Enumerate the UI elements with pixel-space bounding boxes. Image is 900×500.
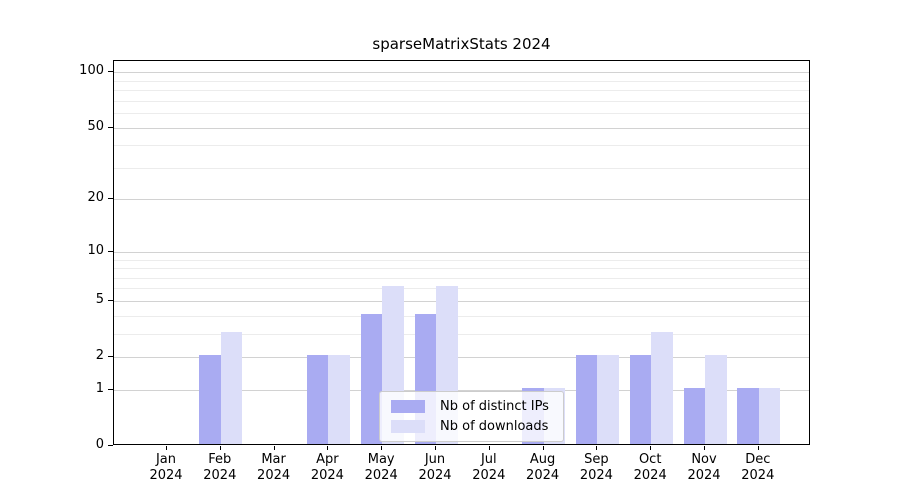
minor-gridline-40 [114, 145, 809, 147]
bar-nb-of-downloads-sep [597, 355, 619, 444]
y-tick-label-2: 2 [95, 348, 104, 363]
y-tick-mark-20 [108, 198, 113, 200]
y-tick-mark-2 [108, 356, 113, 357]
legend-swatch-downloads [391, 420, 425, 433]
plot-area: Nb of distinct IPs Nb of downloads [113, 60, 810, 445]
y-tick-label-50: 50 [87, 118, 104, 134]
x-tick-mark-feb [219, 446, 221, 450]
x-tick-label-oct: Oct 2024 [633, 452, 667, 483]
y-tick-label-20: 20 [87, 190, 104, 206]
x-tick-label-mar: Mar 2024 [257, 452, 291, 483]
x-tick-mark-dec [757, 446, 759, 450]
minor-gridline-4 [114, 315, 809, 317]
major-gridline-10 [114, 251, 809, 253]
y-tick-mark-50 [108, 126, 113, 128]
minor-gridline-90 [114, 80, 809, 82]
major-gridline-5 [114, 300, 809, 302]
y-tick-label-5: 5 [95, 291, 104, 307]
minor-gridline-60 [114, 113, 809, 115]
legend-item-distinct-ips: Nb of distinct IPs [391, 399, 549, 414]
bar-nb-of-distinct-ips-apr [306, 355, 329, 444]
bar-nb-of-distinct-ips-oct [629, 355, 652, 444]
y-tick-label-1: 1 [95, 380, 104, 396]
x-tick-mark-oct [650, 446, 652, 450]
minor-gridline-30 [114, 167, 809, 169]
x-tick-mark-jan [166, 446, 167, 450]
y-tick-mark-5 [108, 299, 113, 301]
x-tick-mark-jul [488, 446, 490, 450]
y-tick-mark-0 [108, 445, 113, 446]
x-tick-mark-mar [273, 446, 275, 450]
bar-nb-of-downloads-dec [758, 387, 781, 444]
x-tick-label-may: May 2024 [364, 452, 398, 483]
major-gridline-50 [114, 127, 809, 129]
minor-gridline-6 [114, 288, 809, 290]
bar-nb-of-distinct-ips-sep [575, 355, 598, 444]
minor-gridline-80 [114, 90, 809, 92]
x-tick-mark-jun [435, 446, 436, 450]
bar-nb-of-distinct-ips-nov [683, 387, 705, 444]
bar-nb-of-distinct-ips-dec [737, 387, 759, 444]
major-gridline-100 [114, 72, 809, 74]
y-tick-label-100: 100 [79, 63, 104, 79]
x-tick-label-jun: Jun 2024 [418, 452, 452, 483]
y-tick-label-10: 10 [87, 242, 104, 258]
major-gridline-1 [114, 389, 809, 391]
legend-item-downloads: Nb of downloads [391, 419, 549, 434]
bar-nb-of-downloads-oct [651, 331, 673, 444]
minor-gridline-8 [114, 268, 809, 269]
minor-gridline-7 [114, 277, 809, 279]
x-tick-label-sep: Sep 2024 [579, 452, 613, 483]
x-tick-mark-apr [327, 446, 329, 450]
legend-label-distinct-ips: Nb of distinct IPs [440, 399, 549, 414]
x-tick-mark-nov [704, 446, 705, 450]
bar-nb-of-distinct-ips-may [360, 313, 383, 444]
x-tick-label-dec: Dec 2024 [741, 452, 775, 483]
y-tick-mark-1 [108, 388, 113, 390]
major-gridline-2 [114, 357, 809, 358]
legend-swatch-distinct-ips [391, 400, 425, 413]
chart-title: sparseMatrixStats 2024 [372, 35, 551, 53]
x-tick-label-aug: Aug 2024 [526, 452, 560, 483]
major-gridline-20 [114, 199, 809, 201]
bar-nb-of-downloads-nov [705, 355, 727, 444]
bar-nb-of-downloads-feb [220, 331, 243, 444]
x-tick-label-jan: Jan 2024 [149, 452, 183, 483]
x-tick-mark-may [381, 446, 383, 450]
x-tick-label-feb: Feb 2024 [203, 452, 237, 483]
bar-nb-of-distinct-ips-feb [199, 355, 221, 444]
y-tick-mark-10 [108, 250, 113, 252]
x-tick-mark-aug [542, 446, 544, 450]
y-tick-mark-100 [108, 71, 113, 73]
minor-gridline-3 [114, 333, 809, 335]
legend: Nb of distinct IPs Nb of downloads [379, 391, 564, 442]
minor-gridline-70 [114, 100, 809, 102]
legend-label-downloads: Nb of downloads [440, 419, 549, 434]
y-tick-label-0: 0 [95, 437, 104, 452]
x-tick-mark-sep [596, 446, 598, 450]
x-tick-label-nov: Nov 2024 [687, 452, 721, 483]
minor-gridline-9 [114, 259, 809, 261]
x-tick-label-apr: Apr 2024 [310, 452, 344, 483]
bar-nb-of-downloads-apr [328, 355, 350, 444]
x-tick-label-jul: Jul 2024 [472, 452, 506, 483]
